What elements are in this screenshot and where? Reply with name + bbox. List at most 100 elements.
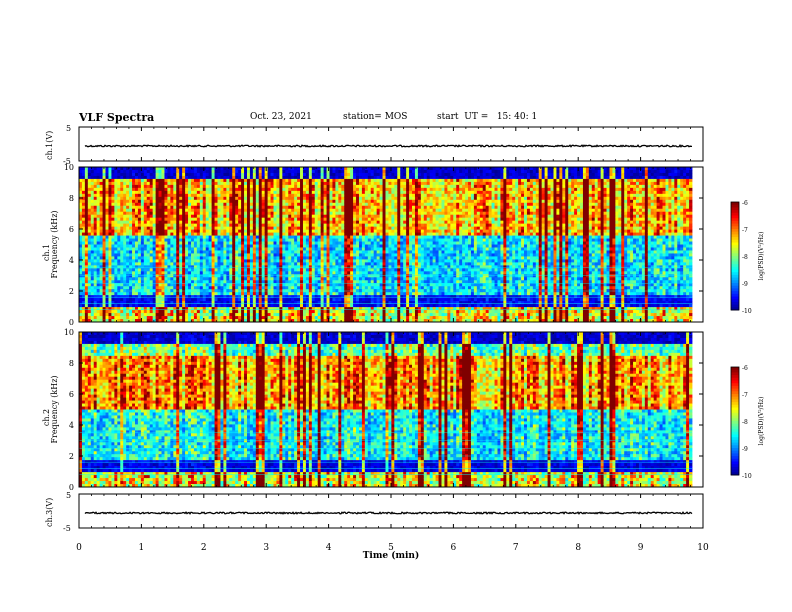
- heat-cell: [81, 265, 86, 269]
- heat-cell: [167, 220, 171, 225]
- heat-cell: [232, 187, 236, 192]
- heat-cell: [149, 259, 154, 263]
- heat-cell: [96, 167, 101, 171]
- heat-cell: [196, 247, 201, 251]
- heat-cell: [117, 199, 121, 204]
- heat-cell: [161, 271, 165, 275]
- heat-cell: [294, 211, 298, 216]
- heat-cell: [302, 295, 307, 299]
- heat-cell: [158, 253, 162, 257]
- heat-cell: [137, 283, 142, 287]
- heat-cell: [190, 310, 195, 314]
- heat-cell: [232, 307, 236, 311]
- heat-cell: [294, 250, 298, 254]
- heat-cell: [320, 292, 325, 296]
- heat-cell: [320, 217, 325, 222]
- heat-cell: [270, 205, 274, 210]
- heat-cell: [347, 283, 351, 287]
- heat-cell: [317, 187, 322, 192]
- heat-cell: [84, 184, 89, 189]
- heat-cell: [326, 250, 330, 254]
- heat-cell: [84, 259, 89, 263]
- heat-cell: [347, 235, 351, 239]
- heat-cell: [117, 316, 121, 320]
- heat-cell: [126, 199, 130, 204]
- heat-cell: [135, 193, 139, 198]
- heat-cell: [276, 307, 280, 311]
- heat-cell: [93, 196, 98, 201]
- heat-cell: [114, 223, 118, 228]
- heat-cell: [179, 172, 183, 177]
- heat-cell: [220, 175, 224, 180]
- heat-cell: [161, 217, 165, 222]
- heat-cell: [117, 193, 121, 198]
- heat-cell: [137, 268, 142, 272]
- heat-cell: [123, 214, 127, 219]
- heat-cell: [176, 190, 180, 195]
- heat-cell: [297, 304, 301, 308]
- heat-cell: [90, 319, 95, 323]
- heat-cell: [84, 241, 89, 245]
- heat-cell: [273, 271, 277, 275]
- heat-cell: [155, 295, 159, 299]
- heat-cell: [123, 292, 127, 296]
- heat-cell: [105, 268, 109, 272]
- heat-cell: [326, 313, 330, 317]
- heat-cell: [297, 205, 301, 210]
- heat-cell: [285, 313, 289, 317]
- heat-cell: [353, 286, 357, 290]
- heat-cell: [129, 238, 133, 242]
- heat-cell: [335, 169, 339, 174]
- heat-cell: [152, 265, 157, 269]
- heat-cell: [146, 226, 151, 230]
- heat-cell: [273, 211, 277, 216]
- heat-cell: [79, 268, 83, 272]
- heat-cell: [335, 268, 339, 272]
- heat-cell: [220, 265, 224, 269]
- heat-cell: [135, 199, 139, 204]
- heat-cell: [84, 193, 89, 198]
- heat-cell: [314, 193, 319, 198]
- heat-cell: [232, 271, 236, 275]
- heat-cell: [173, 208, 177, 213]
- heat-cell: [102, 202, 106, 207]
- heat-cell: [235, 193, 239, 198]
- heat-cell: [229, 190, 233, 195]
- heat-cell: [335, 241, 339, 245]
- heat-cell: [264, 262, 269, 266]
- heat-cell: [261, 280, 266, 284]
- heat-cell: [167, 167, 171, 171]
- heat-cell: [196, 193, 201, 198]
- heat-cell: [341, 298, 345, 302]
- heat-cell: [202, 169, 207, 174]
- heat-cell: [188, 247, 192, 251]
- heat-cell: [338, 229, 342, 233]
- heat-cell: [329, 274, 333, 278]
- heat-cell: [152, 280, 157, 284]
- heat-cell: [229, 310, 233, 314]
- heat-cell: [297, 271, 301, 275]
- heat-cell: [332, 211, 336, 216]
- heat-cell: [226, 226, 230, 230]
- heat-cell: [305, 283, 310, 287]
- heat-cell: [84, 235, 89, 239]
- heat-cell: [300, 211, 304, 216]
- heat-cell: [347, 265, 351, 269]
- heat-cell: [135, 277, 139, 281]
- heat-cell: [81, 253, 86, 257]
- heat-cell: [155, 250, 159, 254]
- heat-cell: [105, 226, 109, 230]
- heat-cell: [267, 220, 271, 225]
- heat-cell: [338, 193, 342, 198]
- heat-cell: [93, 238, 98, 242]
- heat-cell: [282, 310, 286, 314]
- heat-cell: [155, 253, 159, 257]
- heat-cell: [235, 175, 239, 180]
- heat-cell: [176, 199, 180, 204]
- heat-cell: [273, 307, 277, 311]
- heat-cell: [217, 295, 221, 299]
- heat-cell: [267, 310, 271, 314]
- heat-cell: [314, 259, 319, 263]
- heat-cell: [279, 181, 283, 186]
- heat-cell: [167, 274, 171, 278]
